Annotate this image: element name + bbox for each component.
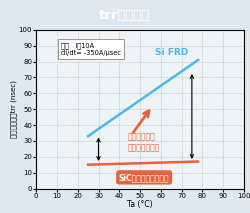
Y-axis label: 反向回復時間trr (nsec): 反向回復時間trr (nsec) <box>10 80 17 138</box>
Text: SiC不易受溫度的影響: SiC不易受溫度的影響 <box>119 173 170 182</box>
Text: Si FRD: Si FRD <box>154 48 188 57</box>
Text: 温度上昇後，: 温度上昇後， <box>128 132 155 141</box>
Text: 條件   I＝10A
di/dt= -350A/μsec: 條件 I＝10A di/dt= -350A/μsec <box>61 43 121 56</box>
Text: trr温度特性: trr温度特性 <box>99 9 151 22</box>
Text: 特性差異也變大: 特性差異也變大 <box>128 143 160 153</box>
X-axis label: Ta (°C): Ta (°C) <box>127 200 153 209</box>
